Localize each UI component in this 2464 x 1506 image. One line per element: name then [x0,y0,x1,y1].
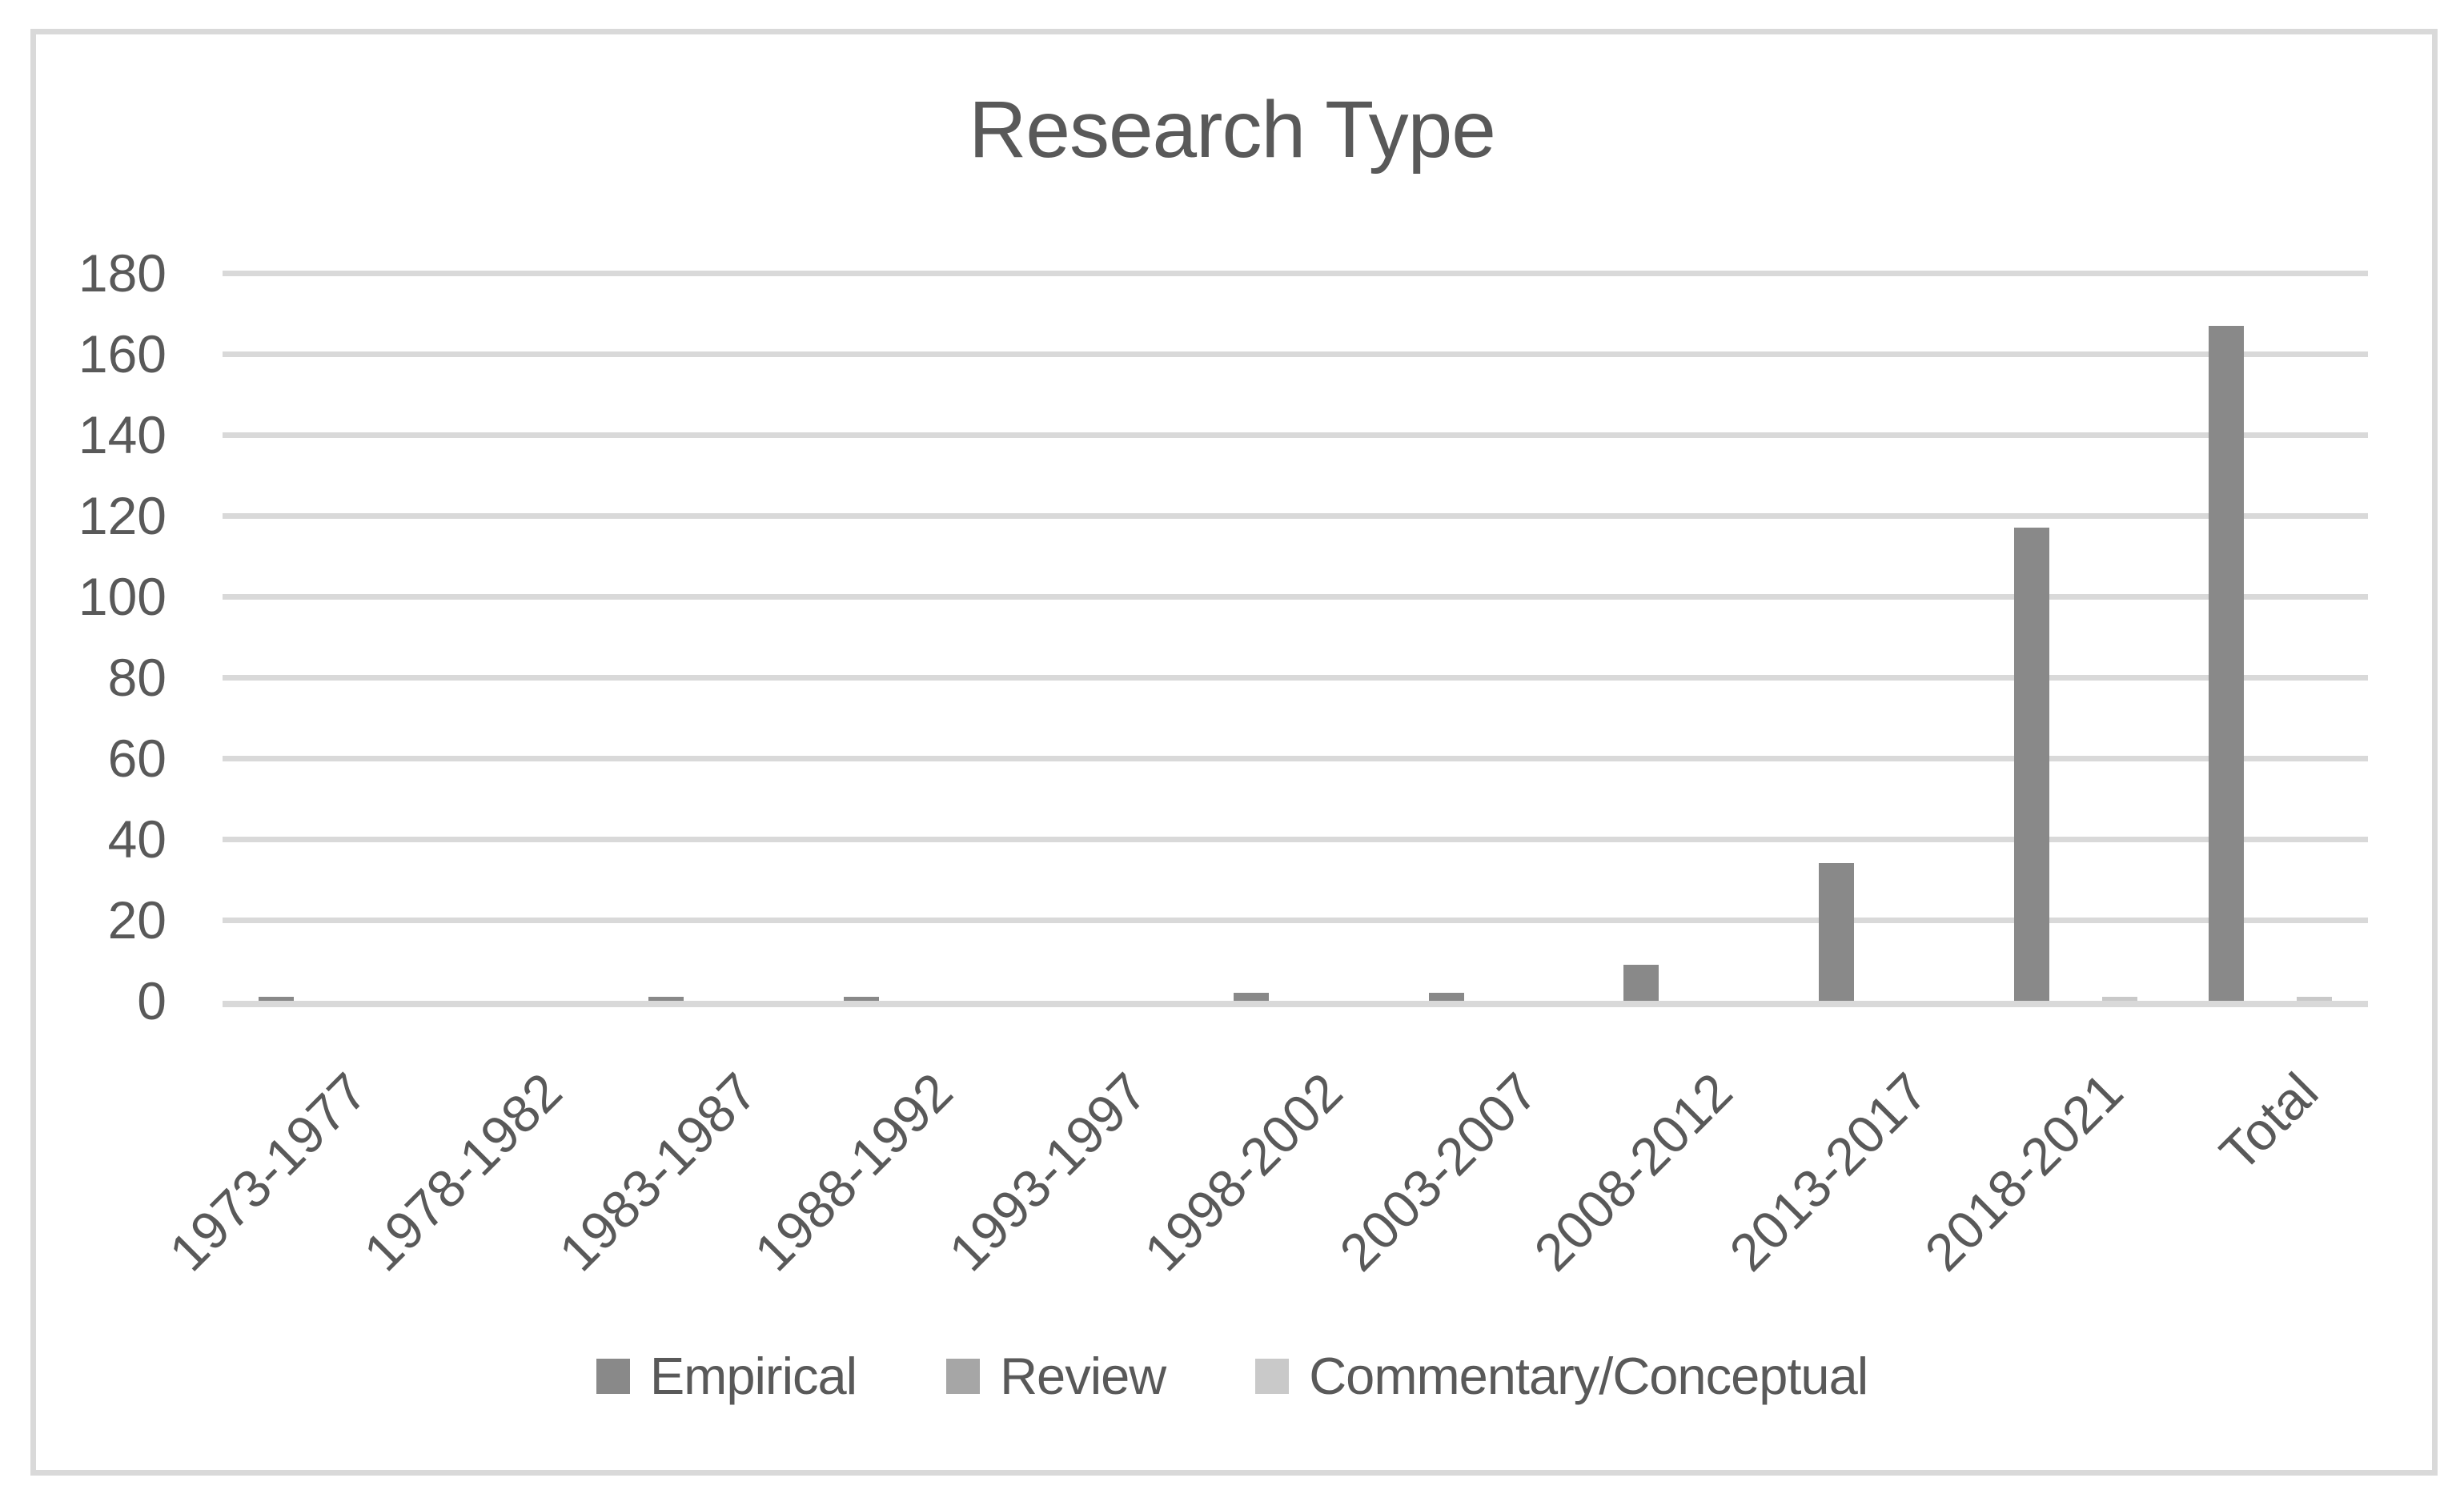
x-tick-label-1988-1992: 1988-1992 [743,1061,965,1283]
x-tick-label-2008-2012: 2008-2012 [1523,1061,1744,1283]
y-tick-label-120: 120 [78,486,167,545]
gridline-20 [223,918,2368,923]
y-tick-label-40: 40 [107,809,167,869]
legend-swatch-icon [596,1358,630,1394]
x-tick-label-total: Total [2208,1061,2330,1183]
x-tick-label-1978-1982: 1978-1982 [352,1061,574,1283]
y-tick-label-160: 160 [78,324,167,384]
legend-label: Empirical [649,1347,857,1405]
bar-commentary-conceptual-2018-2021 [2102,997,2137,1001]
bar-commentary-conceptual-total [2297,997,2332,1001]
x-tick-label-1973-1977: 1973-1977 [158,1061,379,1283]
x-tick-label-2018-2021: 2018-2021 [1913,1061,2135,1283]
bar-empirical-1973-1977 [259,997,294,1001]
bar-empirical-2008-2012 [1623,965,1659,1001]
gridline-180 [223,271,2368,276]
bar-empirical-2003-2007 [1429,993,1464,1001]
bar-empirical-2013-2017 [1819,863,1854,1001]
x-tick-label-2013-2017: 2013-2017 [1718,1061,1940,1283]
gridline-120 [223,513,2368,519]
gridline-80 [223,675,2368,681]
legend-swatch-icon [946,1358,981,1394]
y-tick-label-100: 100 [78,567,167,626]
y-tick-label-180: 180 [78,243,167,303]
legend: Empirical Review Commentary/Conceptual [0,1350,2464,1402]
gridline-140 [223,432,2368,438]
bar-empirical-1983-1987 [648,997,684,1001]
y-tick-label-60: 60 [107,729,167,788]
gridline-100 [223,594,2368,600]
legend-swatch-icon [1255,1358,1290,1394]
bar-empirical-2018-2021 [2014,528,2049,1001]
x-tick-label-1983-1987: 1983-1987 [548,1061,769,1283]
gridline-160 [223,351,2368,357]
bar-empirical-1998-2002 [1234,993,1269,1001]
legend-label: Review [1000,1347,1166,1405]
y-tick-label-140: 140 [78,405,167,464]
legend-item-review: Review [946,1350,1166,1402]
bar-empirical-total [2209,326,2244,1001]
gridline-40 [223,837,2368,842]
bar-empirical-1988-1992 [844,997,879,1001]
chart-title: Research Type [969,85,1496,175]
x-axis-line [223,1001,2368,1007]
legend-label: Commentary/Conceptual [1309,1347,1868,1405]
x-tick-label-1998-2002: 1998-2002 [1133,1061,1354,1283]
gridline-60 [223,756,2368,761]
y-tick-label-0: 0 [137,971,167,1030]
legend-item-empirical: Empirical [596,1350,857,1402]
legend-item-commentary-conceptual: Commentary/Conceptual [1255,1350,1868,1402]
y-tick-label-20: 20 [107,890,167,950]
x-tick-label-1993-1997: 1993-1997 [937,1061,1159,1283]
y-tick-label-80: 80 [107,648,167,707]
x-tick-label-2003-2007: 2003-2007 [1328,1061,1550,1283]
